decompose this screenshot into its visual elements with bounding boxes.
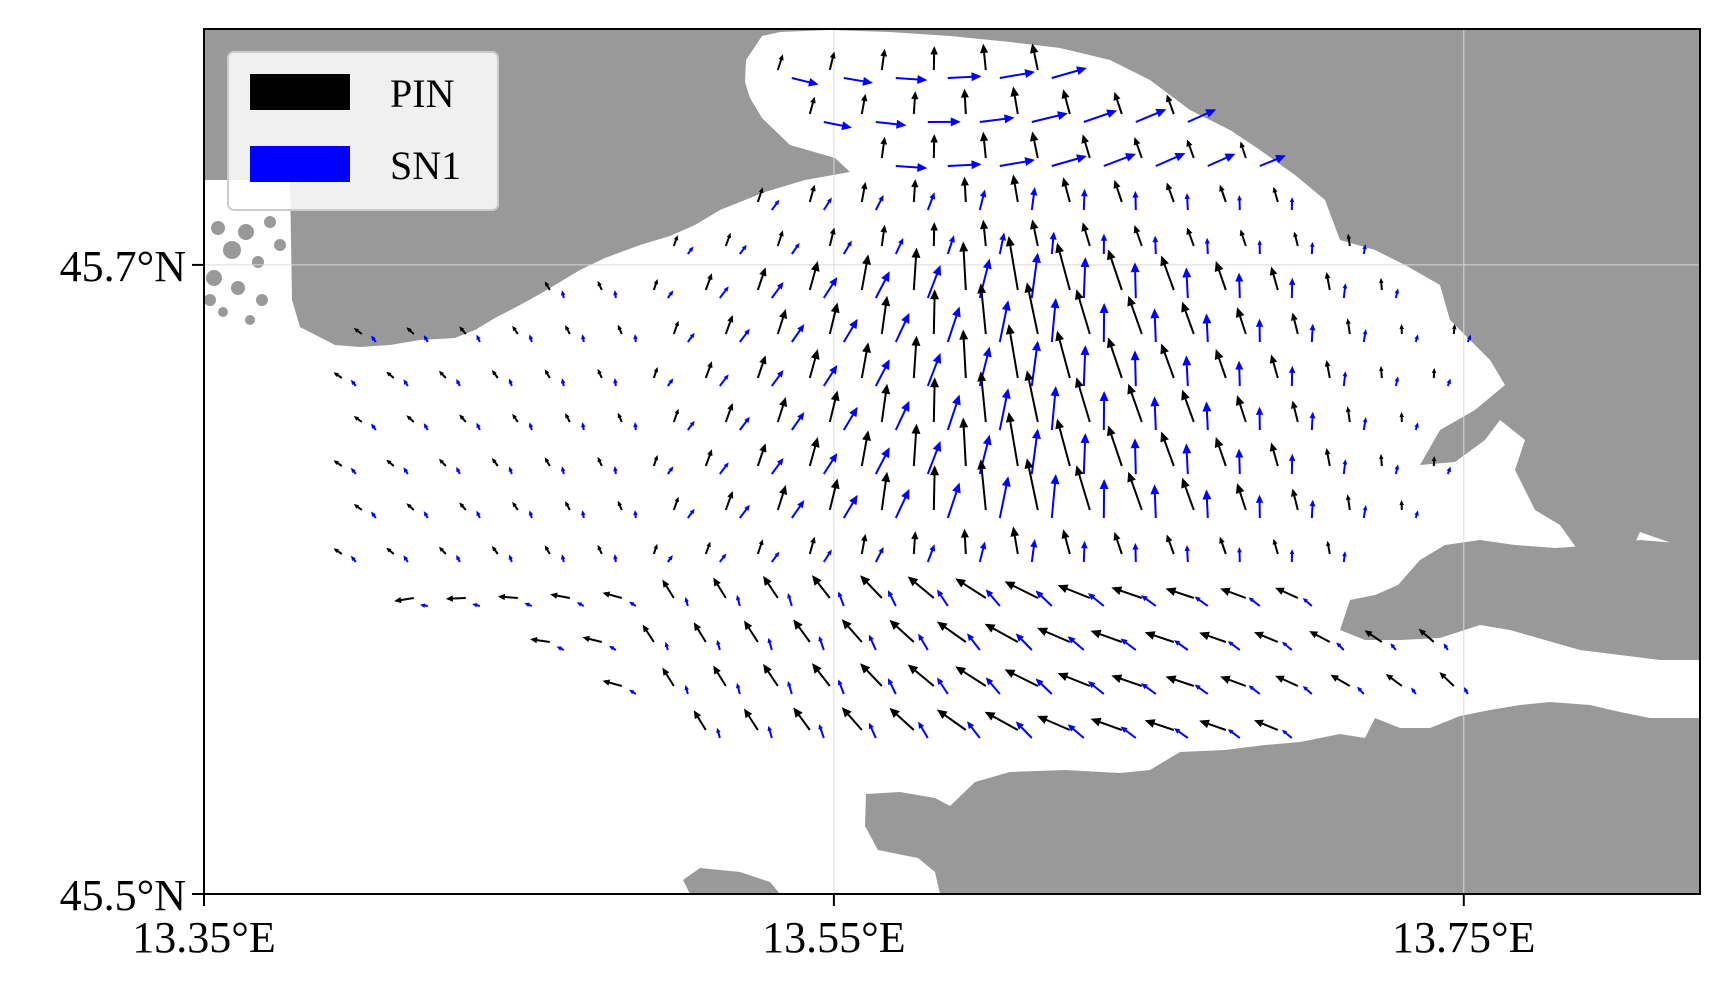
x-tick-label: 13.55°E [762,913,905,962]
x-tick-label: 13.35°E [132,913,275,962]
legend-swatch-sn1 [250,146,350,182]
legend-label-pin: PIN [390,71,454,116]
legend: PIN SN1 [228,52,498,210]
y-tick-label: 45.5°N [60,871,186,920]
legend-swatch-pin [250,74,350,110]
legend-label-sn1: SN1 [390,143,461,188]
y-tick-label: 45.7°N [60,242,186,291]
x-tick-label: 13.75°E [1392,913,1535,962]
